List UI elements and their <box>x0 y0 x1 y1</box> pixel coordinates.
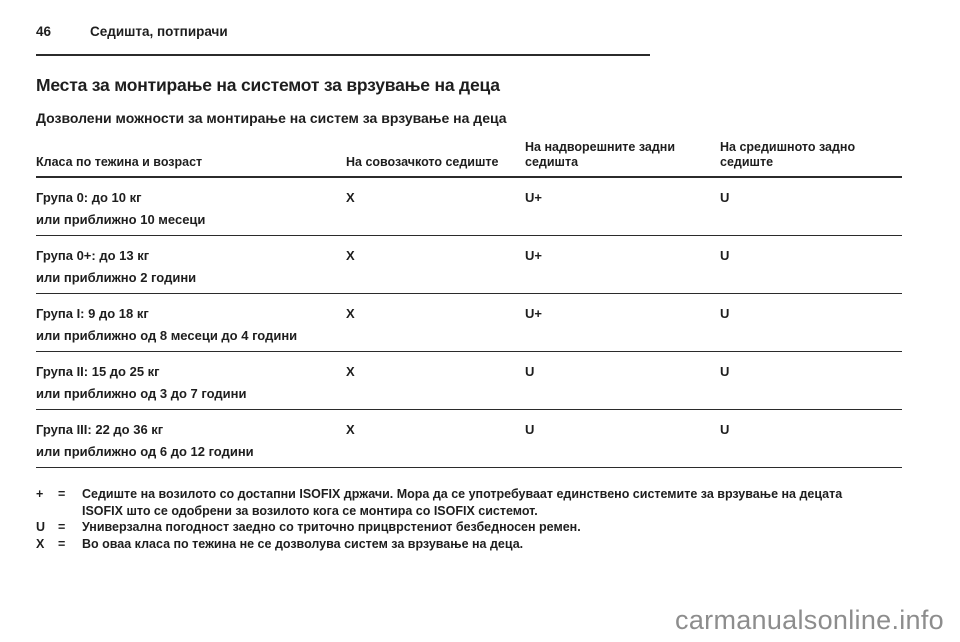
footnote-plus: + = Седиште на возилото со достапни ISOF… <box>36 486 868 519</box>
centre-rear-value: U <box>720 177 902 236</box>
header-divider <box>36 54 650 56</box>
table-row: Група III: 22 до 36 кг или приближно од … <box>36 409 902 468</box>
table-row: Група II: 15 до 25 кг или приближно од 3… <box>36 351 902 410</box>
table-row: Група 0: до 10 кг или приближно 10 месец… <box>36 177 902 236</box>
age-label: или приближно 2 години <box>36 270 197 285</box>
table-header-row: Класа по тежина и возраст На совозачкото… <box>36 140 902 178</box>
footnote-text: Седиште на возилото со достапни ISOFIX д… <box>82 487 843 518</box>
group-label: Група I: 9 до 18 кг <box>36 306 149 321</box>
centre-rear-value: U <box>720 235 902 294</box>
group-cell: Група III: 22 до 36 кг или приближно од … <box>36 409 346 468</box>
col-header-passenger-seat: На совозачкото седиште <box>346 140 525 178</box>
group-label: Група II: 15 до 25 кг <box>36 364 160 379</box>
footnote-symbol: + <box>36 487 44 501</box>
watermark: carmanualsonline.info <box>675 605 944 635</box>
outer-rear-value: U <box>525 351 720 410</box>
outer-rear-value: U+ <box>525 293 720 352</box>
chapter-title: Седишта, потпирачи <box>90 24 228 39</box>
table-row: Група 0+: до 13 кг или приближно 2 годин… <box>36 235 902 294</box>
passenger-seat-value: X <box>346 293 525 352</box>
page-number: 46 <box>36 24 52 39</box>
centre-rear-value: U <box>720 351 902 410</box>
footnote-u: U = Универзална погодност заедно со трит… <box>36 519 868 536</box>
page-header: 46 Седишта, потпирачи <box>36 24 924 39</box>
group-label: Група 0+: до 13 кг <box>36 248 150 263</box>
group-cell: Група II: 15 до 25 кг или приближно од 3… <box>36 351 346 410</box>
group-cell: Група 0: до 10 кг или приближно 10 месец… <box>36 177 346 236</box>
outer-rear-value: U+ <box>525 177 720 236</box>
footnote-symbol: U <box>36 520 46 534</box>
age-label: или приближно од 3 до 7 години <box>36 386 247 401</box>
equals-sign: = <box>58 520 66 534</box>
footnotes: + = Седиште на возилото со достапни ISOF… <box>36 486 868 552</box>
group-cell: Група 0+: до 13 кг или приближно 2 годин… <box>36 235 346 294</box>
equals-sign: = <box>58 536 66 551</box>
centre-rear-value: U <box>720 293 902 352</box>
col-header-outer-rear-seats: На надворешните задни седишта <box>525 140 720 178</box>
age-label: или приближно од 8 месеци до 4 години <box>36 328 298 343</box>
age-label: или приближно 10 месеци <box>36 212 206 227</box>
group-label: Група 0: до 10 кг <box>36 190 142 205</box>
footnote-symbol: X <box>36 536 45 551</box>
child-restraint-table: Класа по тежина и возраст На совозачкото… <box>36 140 902 468</box>
section-subtitle: Дозволени можности за монтирање на систе… <box>36 110 507 126</box>
passenger-seat-value: X <box>346 409 525 468</box>
passenger-seat-value: X <box>346 235 525 294</box>
passenger-seat-value: X <box>346 351 525 410</box>
centre-rear-value: U <box>720 409 902 468</box>
outer-rear-value: U <box>525 409 720 468</box>
equals-sign: = <box>58 487 66 501</box>
group-cell: Група I: 9 до 18 кг или приближно од 8 м… <box>36 293 346 352</box>
manual-page: 46 Седишта, потпирачи Места за монтирање… <box>36 24 924 552</box>
col-header-centre-rear-seat: На средишното задно седиште <box>720 140 902 178</box>
age-label: или приближно од 6 до 12 години <box>36 444 254 459</box>
table-row: Група I: 9 до 18 кг или приближно од 8 м… <box>36 293 902 352</box>
footnote-text: Во оваа класа по тежина не се дозволува … <box>82 536 524 551</box>
footnote-text: Универзална погодност заедно со триточно… <box>82 520 581 534</box>
group-label: Група III: 22 до 36 кг <box>36 422 164 437</box>
outer-rear-value: U+ <box>525 235 720 294</box>
footnote-x: X = Во оваа класа по тежина не се дозвол… <box>36 536 868 553</box>
section-title: Места за монтирање на системот за врзува… <box>36 75 500 95</box>
passenger-seat-value: X <box>346 177 525 236</box>
col-header-weight-class: Класа по тежина и возраст <box>36 140 346 178</box>
